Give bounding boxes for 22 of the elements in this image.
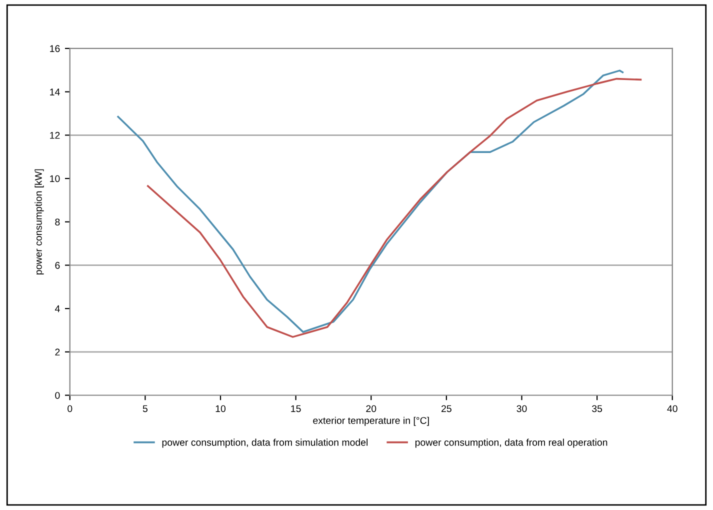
y-tick-label: 8 <box>55 218 60 226</box>
legend-label: power consumption, data from real operation <box>415 438 608 448</box>
x-tick-label: 15 <box>291 405 301 412</box>
x-tick-label: 20 <box>366 405 376 412</box>
y-tick-label: 16 <box>50 45 60 52</box>
y-tick-label: 14 <box>50 88 60 96</box>
x-tick-label: 25 <box>442 405 452 412</box>
x-tick-label: 40 <box>667 405 678 412</box>
y-tick-label: 2 <box>55 348 60 356</box>
y-tick-label: 0 <box>55 392 60 399</box>
x-tick-label: 0 <box>68 405 72 412</box>
x-tick-label: 30 <box>516 405 527 412</box>
x-tick-label: 10 <box>216 405 226 412</box>
y-axis-title: power consumption [kW] <box>34 169 44 274</box>
legend-label: power consumption, data from simulation model <box>162 438 368 448</box>
y-tick-label: 10 <box>50 175 60 182</box>
y-tick-label: 6 <box>55 262 60 269</box>
y-tick-label: 12 <box>50 132 60 139</box>
y-tick-label: 4 <box>54 305 60 312</box>
x-tick-label: 35 <box>592 405 602 412</box>
x-axis-title: exterior temperature in [°C] <box>313 416 429 426</box>
x-tick-label: 5 <box>142 405 148 412</box>
